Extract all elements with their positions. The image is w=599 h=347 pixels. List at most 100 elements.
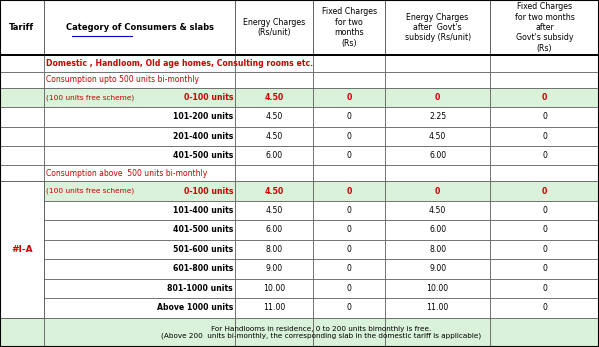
Text: 0: 0 — [542, 93, 547, 102]
Bar — [0, 72, 44, 88]
Text: 9.00: 9.00 — [266, 264, 283, 273]
Bar — [490, 88, 599, 107]
Bar — [490, 298, 599, 318]
Text: For Handlooms in residence, 0 to 200 units bimonthly is free.
(Above 200  units : For Handlooms in residence, 0 to 200 uni… — [161, 325, 482, 339]
Bar — [313, 181, 385, 201]
Bar — [313, 220, 385, 240]
Bar — [235, 181, 313, 201]
Text: 0: 0 — [347, 245, 352, 254]
Bar — [235, 318, 313, 347]
Bar — [235, 259, 313, 279]
Bar — [490, 72, 599, 88]
Bar — [44, 220, 235, 240]
Bar — [385, 146, 490, 166]
Text: 0: 0 — [347, 186, 352, 195]
Text: 0: 0 — [542, 303, 547, 312]
Bar — [313, 279, 385, 298]
Bar — [235, 298, 313, 318]
Bar — [44, 127, 235, 146]
Bar — [0, 298, 44, 318]
Bar — [235, 146, 313, 166]
Bar — [490, 55, 599, 72]
Bar — [490, 166, 599, 181]
Bar — [385, 55, 490, 72]
Bar — [0, 146, 44, 166]
Text: Consumption above  500 units bi-monthly: Consumption above 500 units bi-monthly — [46, 169, 207, 178]
Bar — [44, 201, 235, 220]
Text: 0: 0 — [542, 151, 547, 160]
Bar — [235, 240, 313, 259]
Text: 0-100 units: 0-100 units — [183, 186, 233, 195]
Bar — [0, 107, 44, 127]
Text: 4.50: 4.50 — [429, 132, 446, 141]
Bar — [313, 107, 385, 127]
Text: 6.00: 6.00 — [266, 151, 283, 160]
Bar — [490, 0, 599, 55]
Text: 0-100 units: 0-100 units — [183, 93, 233, 102]
Bar — [0, 181, 44, 201]
Bar — [313, 146, 385, 166]
Text: 2.25: 2.25 — [429, 112, 446, 121]
Bar — [490, 146, 599, 166]
Text: 4.50: 4.50 — [266, 132, 283, 141]
Bar — [490, 279, 599, 298]
Bar — [44, 240, 235, 259]
Text: Energy Charges
after  Govt's
subsidy (Rs/unit): Energy Charges after Govt's subsidy (Rs/… — [404, 12, 471, 42]
Text: 101-400 units: 101-400 units — [173, 206, 233, 215]
Bar — [490, 318, 599, 347]
Text: Fixed Charges
for two
months
(Rs): Fixed Charges for two months (Rs) — [322, 7, 377, 48]
Text: 10.00: 10.00 — [426, 284, 449, 293]
Bar — [313, 166, 385, 181]
Text: 0: 0 — [542, 206, 547, 215]
Bar — [44, 166, 235, 181]
Bar — [0, 166, 44, 181]
Bar — [313, 201, 385, 220]
Text: 0: 0 — [347, 112, 352, 121]
Bar — [0, 127, 44, 146]
Text: 0: 0 — [435, 93, 440, 102]
Bar — [44, 318, 235, 347]
Bar — [313, 72, 385, 88]
Text: 0: 0 — [347, 303, 352, 312]
Bar — [44, 72, 235, 88]
Bar — [44, 259, 235, 279]
Text: 4.50: 4.50 — [265, 186, 284, 195]
Bar — [235, 72, 313, 88]
Text: 11.00: 11.00 — [426, 303, 449, 312]
Bar — [0, 88, 44, 107]
Bar — [313, 240, 385, 259]
Text: 101-200 units: 101-200 units — [173, 112, 233, 121]
Text: Fixed Charges
for two months
after
Govt's subsidy
(Rs): Fixed Charges for two months after Govt'… — [515, 2, 574, 53]
Bar — [385, 201, 490, 220]
Bar — [235, 0, 313, 55]
Text: 0: 0 — [435, 186, 440, 195]
Text: 4.50: 4.50 — [429, 206, 446, 215]
Bar — [313, 259, 385, 279]
Text: 0: 0 — [347, 264, 352, 273]
Bar — [44, 0, 235, 55]
Bar — [44, 55, 235, 72]
Text: 6.00: 6.00 — [429, 226, 446, 235]
Text: 0: 0 — [542, 226, 547, 235]
Text: 0: 0 — [542, 186, 547, 195]
Bar — [313, 55, 385, 72]
Bar — [0, 259, 44, 279]
Bar — [490, 127, 599, 146]
Bar — [44, 107, 235, 127]
Bar — [235, 279, 313, 298]
Text: 9.00: 9.00 — [429, 264, 446, 273]
Bar — [235, 201, 313, 220]
Bar — [313, 88, 385, 107]
Bar — [0, 0, 599, 55]
Text: Above 1000 units: Above 1000 units — [156, 303, 233, 312]
Bar — [44, 146, 235, 166]
Bar — [385, 279, 490, 298]
Text: 0: 0 — [347, 93, 352, 102]
Bar — [385, 220, 490, 240]
Text: 0: 0 — [542, 264, 547, 273]
Text: 201-400 units: 201-400 units — [173, 132, 233, 141]
Bar — [490, 220, 599, 240]
Bar — [0, 220, 44, 240]
Bar — [490, 201, 599, 220]
Bar — [490, 107, 599, 127]
